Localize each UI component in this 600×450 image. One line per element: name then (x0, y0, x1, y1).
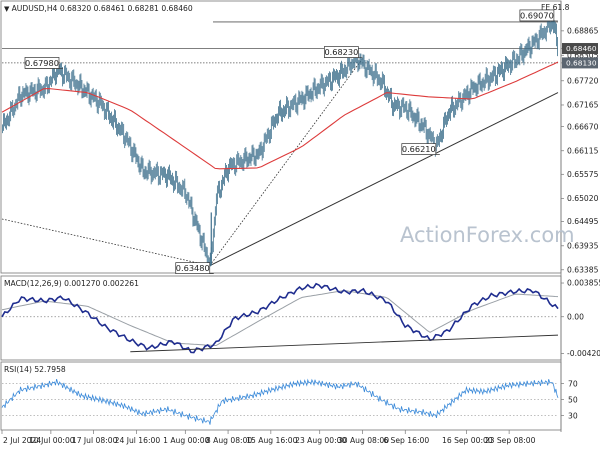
ohlc-open: 0.68320 (60, 4, 92, 13)
price-tick-label: 0.63935 (567, 242, 599, 251)
price-tag-box (562, 57, 598, 69)
time-tick-label: 1 Aug 00:00 (163, 436, 210, 445)
rsi-tick-label: 30 (568, 411, 578, 420)
macd-title: MACD(12,26,9) 0.001270 0.002261 (4, 279, 139, 288)
time-tick-label: 6 Sep 16:00 (383, 436, 429, 445)
price-tick-label: 0.67165 (567, 101, 599, 110)
price-tick-label: 0.65575 (567, 170, 599, 179)
macd-tick-label: -0.004204 (567, 349, 600, 358)
macd-panel-frame (0, 275, 562, 361)
rsi-levels (2, 383, 558, 416)
moving-average-layer (1, 61, 559, 170)
macd-tick-label: 0.00 (567, 312, 584, 321)
ohlc-high: 0.68461 (94, 4, 126, 13)
horizontal-levels (2, 21, 558, 64)
price-tick-label: 0.66670 (567, 122, 599, 131)
macd-line (1, 282, 559, 354)
price-trendlines (1, 58, 559, 267)
time-tick-label: 15 Aug 16:00 (246, 436, 297, 445)
price-annotation-box (324, 46, 359, 58)
price-candles (2, 14, 558, 271)
rsi-tick-label: 50 (568, 395, 578, 404)
price-annotations: 0.67980 0.63480 0.68230 0.66210 0.69070 (24, 9, 558, 274)
time-tick-label: 24 Jul 16:00 (115, 436, 161, 445)
rsi-title: RSI(14) 52.7958 (4, 365, 66, 374)
fib-extension-label: FE 61.8 (541, 3, 570, 12)
rsi-axis-ticks: 70 50 30 (561, 379, 578, 420)
rsi-tick-label: 70 (568, 379, 578, 388)
time-tick-label: 17 Jul 08:00 (72, 436, 118, 445)
price-annotation-label: 0.66210 (402, 144, 436, 154)
time-tick-label: 30 Aug 08:00 (338, 436, 389, 445)
trend-line (1, 218, 210, 267)
price-tick-label: 0.63385 (567, 265, 599, 274)
price-tick-label: 0.68865 (567, 27, 599, 36)
time-tick-label: 10 Jul 00:00 (29, 436, 75, 445)
price-annotation-box (24, 57, 60, 69)
rsi-line (1, 378, 559, 425)
macd-tick-label: 0.0038552 (567, 279, 600, 288)
macd-signal-line (1, 289, 559, 346)
price-tick-label: 0.67720 (567, 76, 599, 85)
price-tags: 0.68460 0.68130 (562, 43, 598, 69)
price-annotation-label: 0.63480 (176, 263, 210, 273)
price-tick-label: 0.66115 (567, 146, 599, 155)
time-tick-label: 23 Sep 08:00 (485, 436, 536, 445)
time-tick-label: 2 Jul 2024 (3, 436, 41, 445)
price-tag-label: 0.68460 (566, 44, 597, 53)
symbol-label: AUDUSD,H4 (12, 4, 58, 13)
price-annotation-box (401, 143, 437, 155)
price-annotation-box (519, 9, 555, 22)
price-annotation-label: 0.67980 (25, 58, 59, 68)
price-tag-label: 0.68130 (566, 59, 597, 68)
price-annotation-box (175, 262, 211, 274)
price-annotation-label: 0.69070 (520, 10, 554, 20)
rsi-line-layer (1, 378, 559, 425)
time-tick-label: 8 Aug 08:00 (206, 436, 253, 445)
price-tick-label: 0.64495 (567, 217, 599, 226)
price-tick-label: 0.68305 (567, 51, 599, 60)
price-tick-label: 0.65020 (567, 194, 599, 203)
moving-average-line (1, 61, 559, 170)
ohlc-low: 0.68281 (127, 4, 159, 13)
menu-caret-icon: ▼ (4, 5, 12, 13)
time-tick-label: 23 Aug 00:00 (295, 436, 346, 445)
macd-axis-ticks: 0.0038552 0.00 -0.004204 (561, 279, 600, 358)
watermark-text: ActionForex.com (400, 223, 575, 247)
time-tick-label: 16 Sep 00:00 (442, 436, 493, 445)
ohlc-close: 0.68460 (161, 4, 193, 13)
trend-line (209, 58, 363, 266)
trend-line (209, 92, 559, 267)
macd-lines (1, 282, 559, 354)
chart-title: ▼ AUDUSD,H4 0.68320 0.68461 0.68281 0.68… (4, 4, 193, 13)
macd-trend-line (130, 334, 559, 353)
price-annotation-label: 0.68230 (324, 47, 358, 57)
price-tag-box (562, 43, 598, 55)
